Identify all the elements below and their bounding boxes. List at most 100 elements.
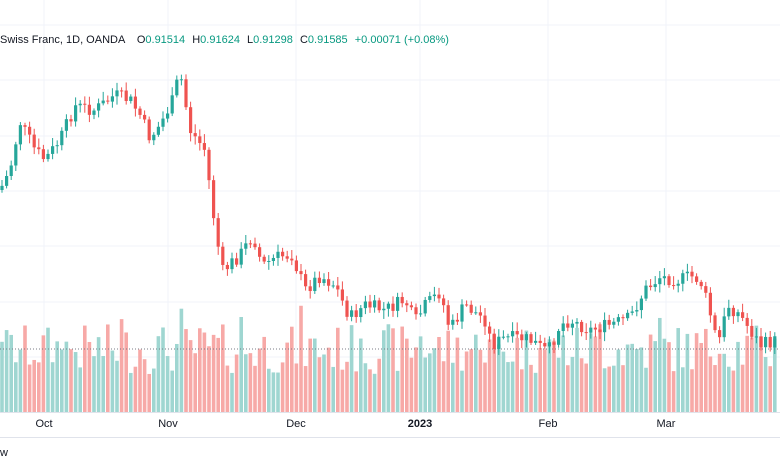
candle-body <box>570 323 574 328</box>
volume-bar <box>538 348 542 412</box>
volume-bar <box>317 357 322 412</box>
candle-body <box>336 285 340 290</box>
candle <box>718 326 722 344</box>
volume-bar <box>202 332 207 412</box>
candle-body <box>681 273 685 284</box>
volume-bar <box>193 353 197 412</box>
volume-bar <box>101 356 105 412</box>
volume-bar <box>400 326 404 412</box>
candle <box>28 121 32 144</box>
volume-bar <box>763 356 768 412</box>
candle <box>699 279 703 290</box>
candle-body <box>432 294 436 297</box>
candle <box>294 255 298 274</box>
candle <box>350 305 354 322</box>
high-label: H <box>192 34 201 46</box>
candle <box>184 74 188 111</box>
candle-body <box>630 311 634 313</box>
candle-body <box>41 149 45 160</box>
volume-bar <box>161 327 165 412</box>
candle <box>189 101 193 142</box>
candle <box>331 280 335 289</box>
volume-bar <box>368 369 372 412</box>
candle <box>166 106 170 123</box>
candle-body <box>478 312 482 316</box>
candle <box>428 291 432 303</box>
candle-body <box>354 310 358 318</box>
volume-bar <box>676 328 680 412</box>
volume-bar <box>658 317 662 412</box>
candle <box>455 312 459 325</box>
candle <box>382 302 386 319</box>
candle-body <box>672 285 676 287</box>
candle <box>143 110 147 124</box>
volume-bar <box>64 341 69 412</box>
volume-bar <box>506 362 510 412</box>
candle <box>14 141 18 171</box>
volume-bar <box>524 330 529 412</box>
candle <box>488 321 492 342</box>
volume-bar <box>221 324 225 412</box>
candle-body <box>368 301 372 308</box>
candle <box>529 332 533 345</box>
candle <box>299 264 303 281</box>
candle <box>285 250 289 263</box>
volume-bar <box>460 370 464 412</box>
candle-body <box>442 298 446 306</box>
time-tick-oct: Oct <box>35 418 53 430</box>
candle-body <box>750 325 754 337</box>
candle-body <box>552 342 556 345</box>
volume-bar <box>750 337 754 412</box>
candle <box>41 144 45 163</box>
candle-body <box>736 312 740 317</box>
candle-body <box>198 136 202 144</box>
candle <box>768 330 772 352</box>
candle-body <box>152 134 156 141</box>
candle-body <box>253 243 257 248</box>
candle-body <box>727 307 731 317</box>
candle <box>547 336 551 354</box>
candle <box>198 129 202 151</box>
candle-body <box>350 310 354 317</box>
candle-body <box>465 304 469 306</box>
candle <box>258 243 262 262</box>
candle-body <box>285 256 289 259</box>
volume-bar <box>234 354 239 412</box>
candle <box>695 273 699 285</box>
open-label: O <box>136 34 146 46</box>
candle <box>161 111 165 132</box>
volume-bar <box>303 366 308 412</box>
candle <box>552 338 556 353</box>
volume-bar <box>87 341 92 412</box>
candle-body <box>506 336 510 338</box>
price-series <box>0 74 777 355</box>
candle-body <box>561 323 565 332</box>
candle-body <box>626 312 630 319</box>
candle <box>492 328 496 354</box>
candle-body <box>23 125 27 127</box>
candle <box>37 138 41 155</box>
candle <box>78 100 82 113</box>
volume-bar <box>432 348 437 412</box>
candle <box>317 271 321 288</box>
candle-body <box>621 317 625 319</box>
candle <box>396 292 400 318</box>
volume-bar <box>92 356 96 412</box>
time-axis[interactable]: Oct Nov Dec 2023 Feb Mar <box>0 412 780 437</box>
volume-bar <box>713 365 717 412</box>
candle <box>649 279 653 291</box>
candle <box>672 276 676 290</box>
candle-body <box>713 315 717 331</box>
candle-body <box>87 104 91 115</box>
candle <box>713 312 717 333</box>
candle-body <box>768 336 772 348</box>
candle <box>727 299 731 320</box>
change-value: +0.00071 (+0.08%) <box>354 34 449 46</box>
candle <box>101 91 105 106</box>
candle <box>423 296 427 317</box>
volume-bar <box>4 330 9 412</box>
candle <box>46 149 50 162</box>
candle-body <box>501 336 505 338</box>
candle-body <box>690 271 694 277</box>
